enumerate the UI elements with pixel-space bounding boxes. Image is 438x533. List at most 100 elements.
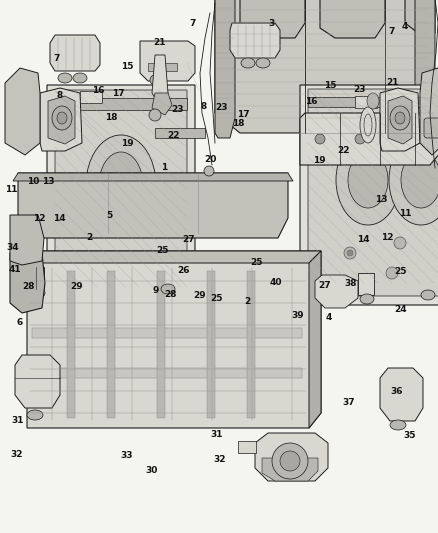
Bar	[32, 328, 302, 338]
Polygon shape	[67, 271, 75, 418]
Text: 37: 37	[342, 398, 354, 407]
Ellipse shape	[149, 109, 161, 121]
Text: 19: 19	[314, 157, 326, 165]
Ellipse shape	[336, 135, 400, 225]
Ellipse shape	[58, 73, 72, 83]
Polygon shape	[315, 275, 358, 308]
Text: 15: 15	[121, 62, 133, 71]
Ellipse shape	[31, 288, 45, 298]
Text: 31: 31	[211, 430, 223, 439]
Text: 25: 25	[250, 258, 262, 266]
Polygon shape	[5, 68, 40, 155]
Ellipse shape	[390, 106, 410, 130]
Bar	[238, 441, 256, 453]
Text: 5: 5	[106, 212, 113, 220]
Ellipse shape	[390, 420, 406, 430]
FancyBboxPatch shape	[424, 118, 438, 138]
Ellipse shape	[57, 112, 67, 124]
Polygon shape	[55, 90, 187, 297]
Polygon shape	[140, 41, 195, 81]
Ellipse shape	[348, 152, 388, 208]
Text: 31: 31	[11, 416, 24, 424]
Text: 35: 35	[403, 432, 416, 440]
Ellipse shape	[27, 410, 43, 420]
Polygon shape	[415, 0, 435, 133]
Text: 40: 40	[270, 278, 282, 287]
Bar	[32, 368, 302, 378]
Polygon shape	[380, 88, 420, 151]
Polygon shape	[215, 0, 235, 138]
Bar	[28, 267, 44, 289]
Polygon shape	[18, 173, 288, 238]
Polygon shape	[309, 251, 321, 428]
Ellipse shape	[73, 73, 87, 83]
Ellipse shape	[386, 267, 398, 279]
Text: 3: 3	[268, 20, 275, 28]
Polygon shape	[152, 55, 168, 103]
Polygon shape	[27, 251, 321, 428]
Polygon shape	[388, 96, 412, 144]
Text: 41: 41	[9, 265, 21, 273]
Bar	[355, 96, 377, 108]
Text: 7: 7	[389, 28, 395, 36]
Text: 28: 28	[165, 290, 177, 298]
Ellipse shape	[420, 134, 430, 144]
Polygon shape	[230, 23, 280, 58]
Text: 12: 12	[33, 214, 46, 223]
Bar	[148, 63, 160, 71]
Text: 12: 12	[381, 233, 394, 241]
Ellipse shape	[52, 106, 72, 130]
Ellipse shape	[401, 152, 438, 208]
Text: 17: 17	[237, 110, 249, 119]
Text: 14: 14	[53, 214, 65, 223]
Text: 2: 2	[244, 297, 251, 305]
Ellipse shape	[394, 237, 406, 249]
Text: 7: 7	[54, 54, 60, 63]
Polygon shape	[15, 355, 60, 408]
Polygon shape	[47, 85, 195, 305]
Text: 13: 13	[42, 177, 54, 185]
Text: 32: 32	[214, 455, 226, 464]
Ellipse shape	[344, 247, 356, 259]
Polygon shape	[320, 0, 385, 38]
Polygon shape	[152, 93, 172, 115]
Text: 2: 2	[87, 233, 93, 241]
Ellipse shape	[395, 134, 405, 144]
Polygon shape	[247, 271, 255, 418]
Polygon shape	[40, 88, 82, 151]
Text: 4: 4	[325, 313, 332, 321]
Ellipse shape	[421, 290, 435, 300]
Text: 20: 20	[204, 156, 216, 164]
Text: 17: 17	[112, 89, 124, 98]
Text: 29: 29	[71, 282, 83, 291]
Ellipse shape	[360, 107, 376, 143]
Text: 1: 1	[161, 164, 167, 172]
Ellipse shape	[150, 75, 160, 85]
Ellipse shape	[360, 294, 374, 304]
Polygon shape	[405, 0, 435, 33]
Polygon shape	[50, 35, 100, 71]
Polygon shape	[107, 271, 115, 418]
Text: 36: 36	[390, 387, 403, 396]
Text: 26: 26	[178, 266, 190, 275]
Text: 39: 39	[292, 311, 304, 320]
Bar	[165, 63, 177, 71]
Bar	[80, 91, 102, 103]
Ellipse shape	[86, 135, 156, 235]
Text: 33: 33	[121, 451, 133, 460]
Ellipse shape	[241, 58, 255, 68]
Text: 25: 25	[156, 246, 168, 255]
Polygon shape	[207, 271, 215, 418]
Text: 30: 30	[145, 466, 157, 474]
Text: 7: 7	[190, 20, 196, 28]
Text: 21: 21	[154, 38, 166, 47]
Text: 15: 15	[325, 81, 337, 90]
Text: 13: 13	[375, 196, 387, 204]
Polygon shape	[215, 0, 430, 133]
Polygon shape	[255, 433, 328, 481]
Polygon shape	[300, 113, 438, 165]
Text: 11: 11	[5, 185, 17, 193]
Bar	[167, 282, 187, 290]
Bar	[358, 273, 374, 295]
Ellipse shape	[367, 93, 379, 109]
